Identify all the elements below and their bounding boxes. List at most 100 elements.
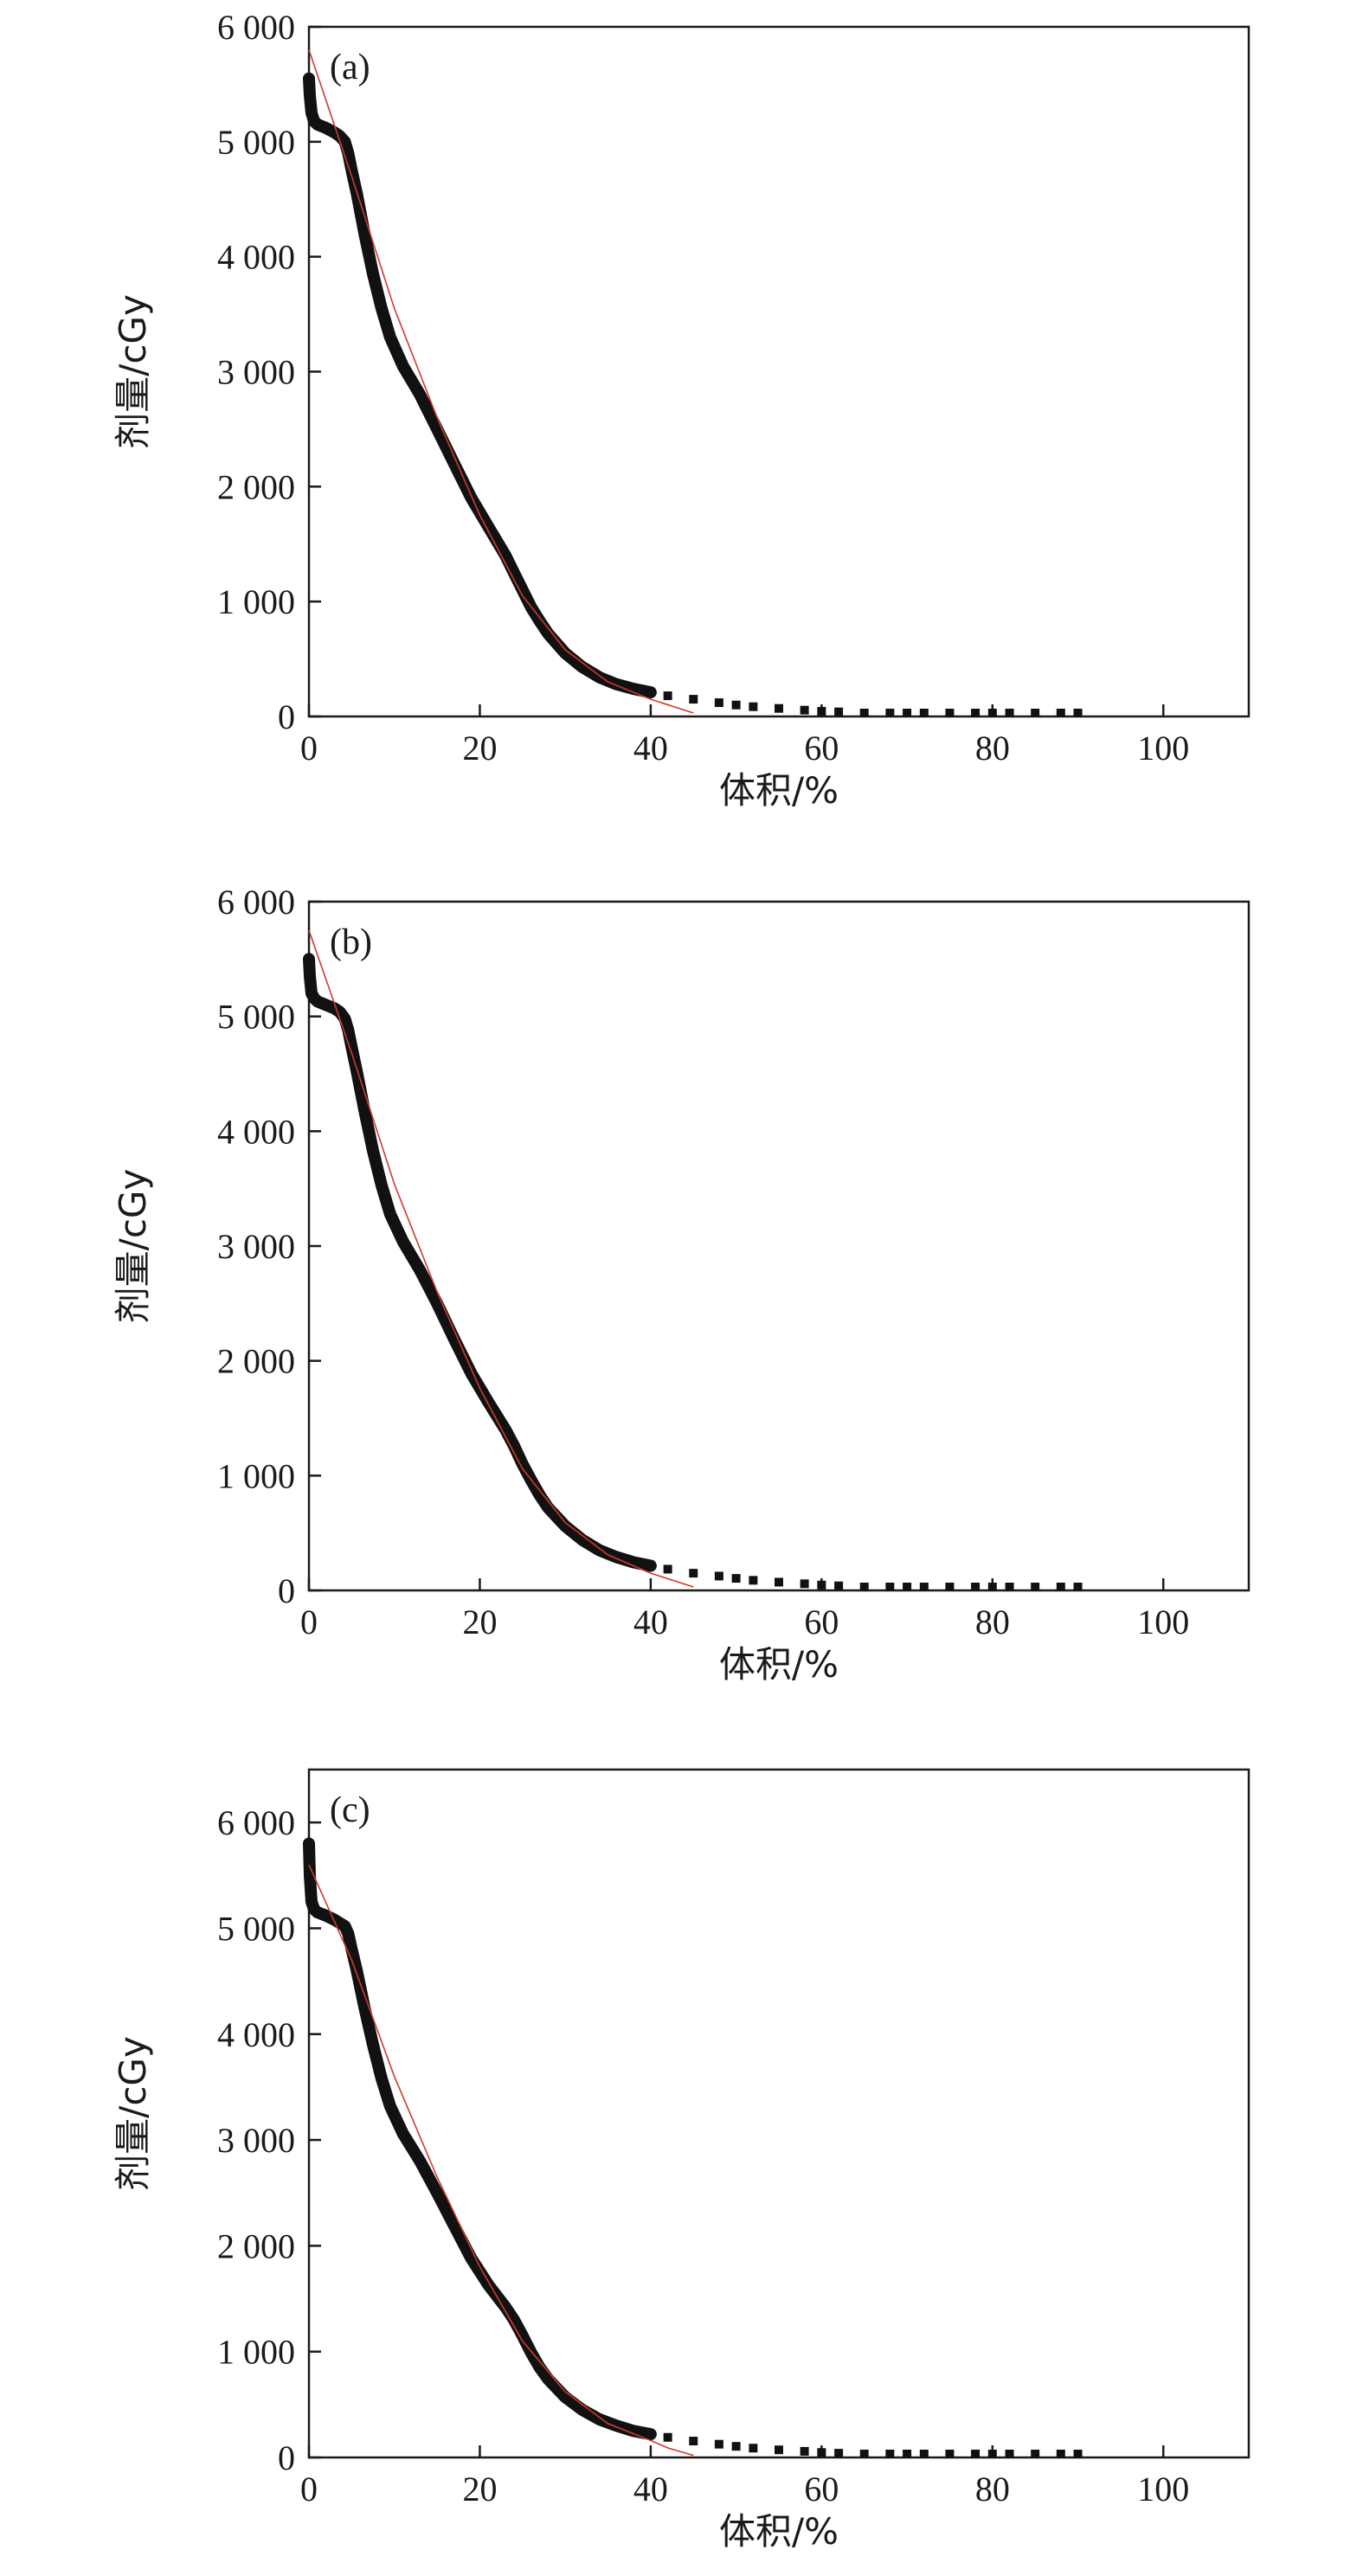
- measured-data-point: [1056, 709, 1065, 717]
- measured-data-point: [834, 1581, 844, 1590]
- y-tick-label: 2 000: [217, 467, 295, 506]
- x-tick-label: 80: [975, 729, 1010, 768]
- measured-data-point: [859, 709, 869, 717]
- measured-data-point: [689, 695, 698, 704]
- measured-data-point: [1005, 709, 1014, 717]
- y-tick-label: 4 000: [217, 1112, 295, 1151]
- plot-frame: [307, 1768, 1250, 2459]
- measured-data-point: [749, 2444, 758, 2453]
- measured-dose-curve: [303, 72, 657, 699]
- measured-data-point: [663, 691, 672, 701]
- y-tick-label: 6 000: [217, 883, 295, 922]
- x-tick-label: 20: [462, 1603, 497, 1641]
- measured-data-point: [1005, 2450, 1014, 2458]
- measured-data-point: [775, 2445, 783, 2455]
- y-tick-label: 6 000: [217, 8, 295, 47]
- measured-data-point: [945, 2450, 955, 2458]
- x-tick-label: 40: [633, 2470, 668, 2509]
- y-tick-label: 5 000: [217, 123, 295, 162]
- y-axis-title: 剂量/cGy: [112, 294, 154, 449]
- measured-data-point: [1073, 709, 1083, 717]
- y-tick-label: 3 000: [217, 1227, 295, 1266]
- x-tick-label: 100: [1137, 2470, 1189, 2509]
- y-tick-label: 0: [278, 2438, 295, 2477]
- y-tick-label: 6 000: [217, 1803, 295, 1842]
- y-tick-label: 1 000: [217, 2333, 295, 2372]
- measured-data-point: [749, 702, 758, 711]
- panel-label: (c): [330, 1790, 370, 1830]
- x-tick-label: 60: [804, 2470, 839, 2509]
- y-tick-label: 2 000: [217, 2226, 295, 2265]
- y-tick-label: 2 000: [217, 1342, 295, 1381]
- y-tick-label: 3 000: [217, 353, 295, 392]
- measured-data-point: [971, 1583, 980, 1591]
- fitted-curve: [308, 49, 694, 714]
- measured-data-point: [714, 1571, 723, 1581]
- measured-dose-curve: [303, 953, 657, 1572]
- measured-data-point: [1056, 2450, 1065, 2458]
- measured-data-point: [885, 2450, 895, 2458]
- fitted-curve: [308, 929, 694, 1588]
- measured-data-point: [945, 709, 955, 717]
- measured-data-point: [714, 2439, 723, 2449]
- x-tick-label: 0: [300, 2470, 318, 2509]
- measured-data-point: [1031, 2450, 1040, 2458]
- measured-data-point: [1031, 1583, 1040, 1591]
- panel-c: 0 20 40 60 80 100 0 1 000 2 000 3 000 4 000 5 000 6 …: [112, 1768, 1250, 2553]
- measured-data-point: [987, 1583, 997, 1591]
- y-tick-label: 1 000: [217, 1456, 295, 1495]
- measured-data-point: [834, 2449, 844, 2458]
- measured-data-point: [714, 698, 723, 708]
- measured-data-point: [663, 1564, 672, 1574]
- measured-data-point: [903, 1583, 912, 1591]
- measured-data-point: [817, 2448, 826, 2457]
- measured-data-point: [800, 2446, 809, 2456]
- x-tick-label: 0: [300, 1603, 318, 1641]
- measured-data-point: [800, 1579, 809, 1589]
- measured-data-point: [919, 709, 929, 717]
- measured-data-point: [775, 703, 783, 713]
- x-tick-label: 40: [633, 1603, 668, 1641]
- measured-data-point: [817, 707, 826, 716]
- measured-data-point: [1056, 1583, 1065, 1591]
- y-tick-label: 0: [278, 697, 295, 736]
- measured-data-point: [689, 1569, 698, 1578]
- x-tick-label: 80: [975, 1603, 1010, 1641]
- measured-data-point: [987, 709, 997, 717]
- measured-data-point: [971, 2450, 980, 2458]
- measured-data-point: [817, 1580, 826, 1590]
- measured-data-point: [834, 707, 844, 716]
- panel-b: 0 20 40 60 80 100 0 1 000 2 000 3 000 4 000 5 000 6 …: [112, 883, 1250, 1686]
- measured-data-point: [1005, 1583, 1014, 1591]
- measured-data-point: [971, 709, 980, 717]
- y-tick-label: 1 000: [217, 582, 295, 621]
- measured-data-point: [919, 1583, 929, 1591]
- x-tick-label: 0: [300, 729, 318, 768]
- panel-a: 0 20 40 60 80 100 0 1 000 2 000 3 000 4 000 5 000 6 …: [112, 8, 1250, 812]
- x-axis-title: 体积/%: [719, 2510, 839, 2553]
- x-tick-label: 60: [804, 1603, 839, 1641]
- x-tick-label: 80: [975, 2470, 1010, 2509]
- x-tick-label: 20: [462, 2470, 497, 2509]
- measured-data-point: [689, 2437, 698, 2446]
- fitted-curve: [308, 1864, 694, 2457]
- measured-dose-curve: [303, 1837, 657, 2441]
- y-tick-label: 3 000: [217, 2121, 295, 2160]
- x-tick-label: 100: [1137, 729, 1189, 768]
- y-axis-title: 剂量/cGy: [112, 1169, 154, 1324]
- measured-data-point: [663, 2432, 672, 2442]
- plot-frame: [307, 25, 1250, 718]
- y-tick-label: 5 000: [217, 1909, 295, 1948]
- measured-data-point: [1073, 1583, 1083, 1591]
- measured-data-point: [919, 2450, 929, 2458]
- x-tick-label: 100: [1137, 1603, 1189, 1641]
- y-tick-label: 0: [278, 1571, 295, 1610]
- measured-data-point: [1031, 709, 1040, 717]
- measured-data-point: [859, 2450, 869, 2458]
- measured-data-point: [1073, 2450, 1083, 2458]
- x-tick-label: 40: [633, 729, 668, 768]
- panel-label: (b): [330, 922, 372, 962]
- measured-data-point: [987, 2450, 997, 2458]
- x-axis-title: 体积/%: [719, 1643, 839, 1686]
- measured-data-point: [731, 1574, 741, 1584]
